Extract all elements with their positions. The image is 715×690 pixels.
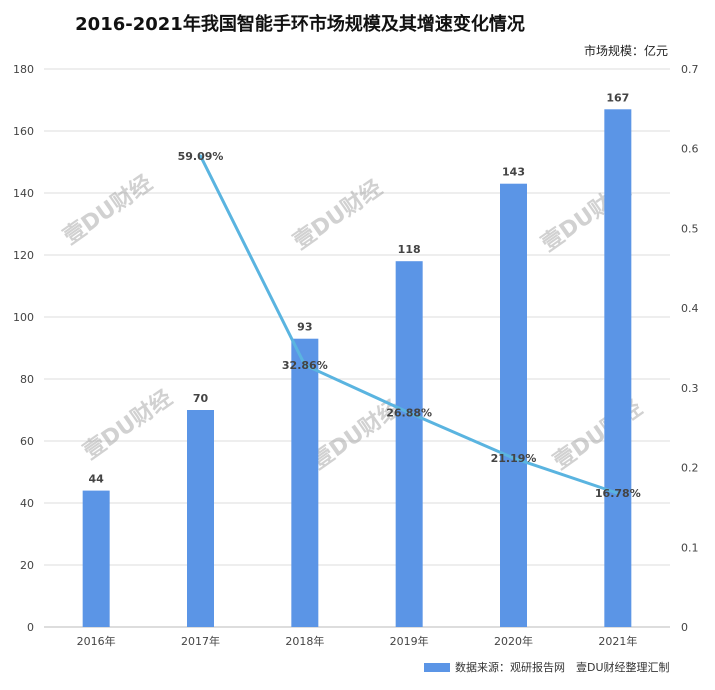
bar [291,338,319,627]
y-left-tick-label: 0 [27,621,34,634]
bar [82,490,110,627]
watermark: 壹DU财经 [289,175,388,255]
y-right-tick-label: 0.4 [681,302,699,315]
y-right-tick-label: 0.3 [681,382,699,395]
x-tick-label: 2017年 [181,634,220,648]
bar-data-label: 167 [606,91,629,104]
line-data-label: 32.86% [282,359,328,372]
line-data-label: 59.09% [178,150,224,163]
legend-bar-swatch [424,662,450,672]
bar-data-label: 70 [193,392,209,405]
bar-data-label: 44 [89,473,105,486]
y-right-tick-label: 0 [681,621,688,634]
y-left-tick-label: 180 [13,63,34,76]
x-tick-label: 2016年 [77,634,116,648]
y-left-tick-label: 60 [20,435,34,448]
line-data-label: 16.78% [595,487,641,500]
y-right-tick-label: 0.7 [681,63,699,76]
y-right-tick-label: 0.1 [681,541,699,554]
watermark: 壹DU财经 [79,385,178,465]
chart-title: 2016-2021年我国智能手环市场规模及其增速变化情况 [75,14,525,35]
bar-data-label: 143 [502,166,525,179]
x-tick-label: 2021年 [598,634,637,648]
y-left-tick-label: 160 [13,125,34,138]
x-tick-label: 2020年 [494,634,533,648]
y-left-tick-label: 20 [20,559,34,572]
y-left-tick-label: 80 [20,373,34,386]
unit-label: 市场规模：亿元 [583,44,668,58]
y-right-tick-label: 0.6 [681,143,699,156]
line-data-label: 26.88% [386,407,432,420]
x-tick-label: 2018年 [285,634,324,648]
y-left-tick-label: 100 [13,311,34,324]
line-data-label: 21.19% [491,452,537,465]
y-left-tick-label: 120 [13,249,34,262]
y-left-tick-label: 140 [13,187,34,200]
legend-label: 数据来源：观研报告网 壹DU财经整理汇制 [455,661,670,674]
bar [604,109,632,628]
y-right-tick-label: 0.2 [681,462,699,475]
bar-data-label: 93 [297,321,312,334]
y-left-tick-label: 40 [20,497,34,510]
x-tick-label: 2019年 [390,634,429,648]
bar [395,261,423,627]
growth-line [199,154,620,495]
watermark: 壹DU财经 [59,170,158,250]
bar [500,183,527,627]
watermark: 壹DU财经 [549,395,648,475]
legend: 数据来源：观研报告网 壹DU财经整理汇制 [424,659,670,675]
bar [187,410,214,627]
y-right-tick-label: 0.5 [681,222,699,235]
bar-data-label: 118 [398,243,421,256]
